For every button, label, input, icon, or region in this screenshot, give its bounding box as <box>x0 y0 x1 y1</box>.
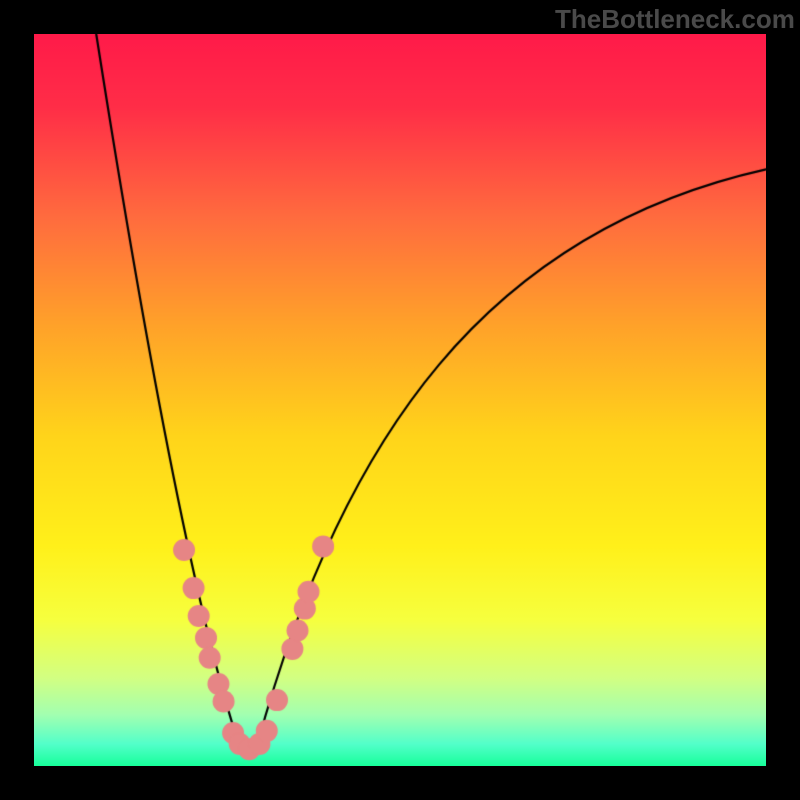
watermark-text: TheBottleneck.com <box>555 4 795 35</box>
chart-stage: TheBottleneck.com <box>0 0 800 800</box>
bottleneck-curve-canvas <box>0 0 800 800</box>
